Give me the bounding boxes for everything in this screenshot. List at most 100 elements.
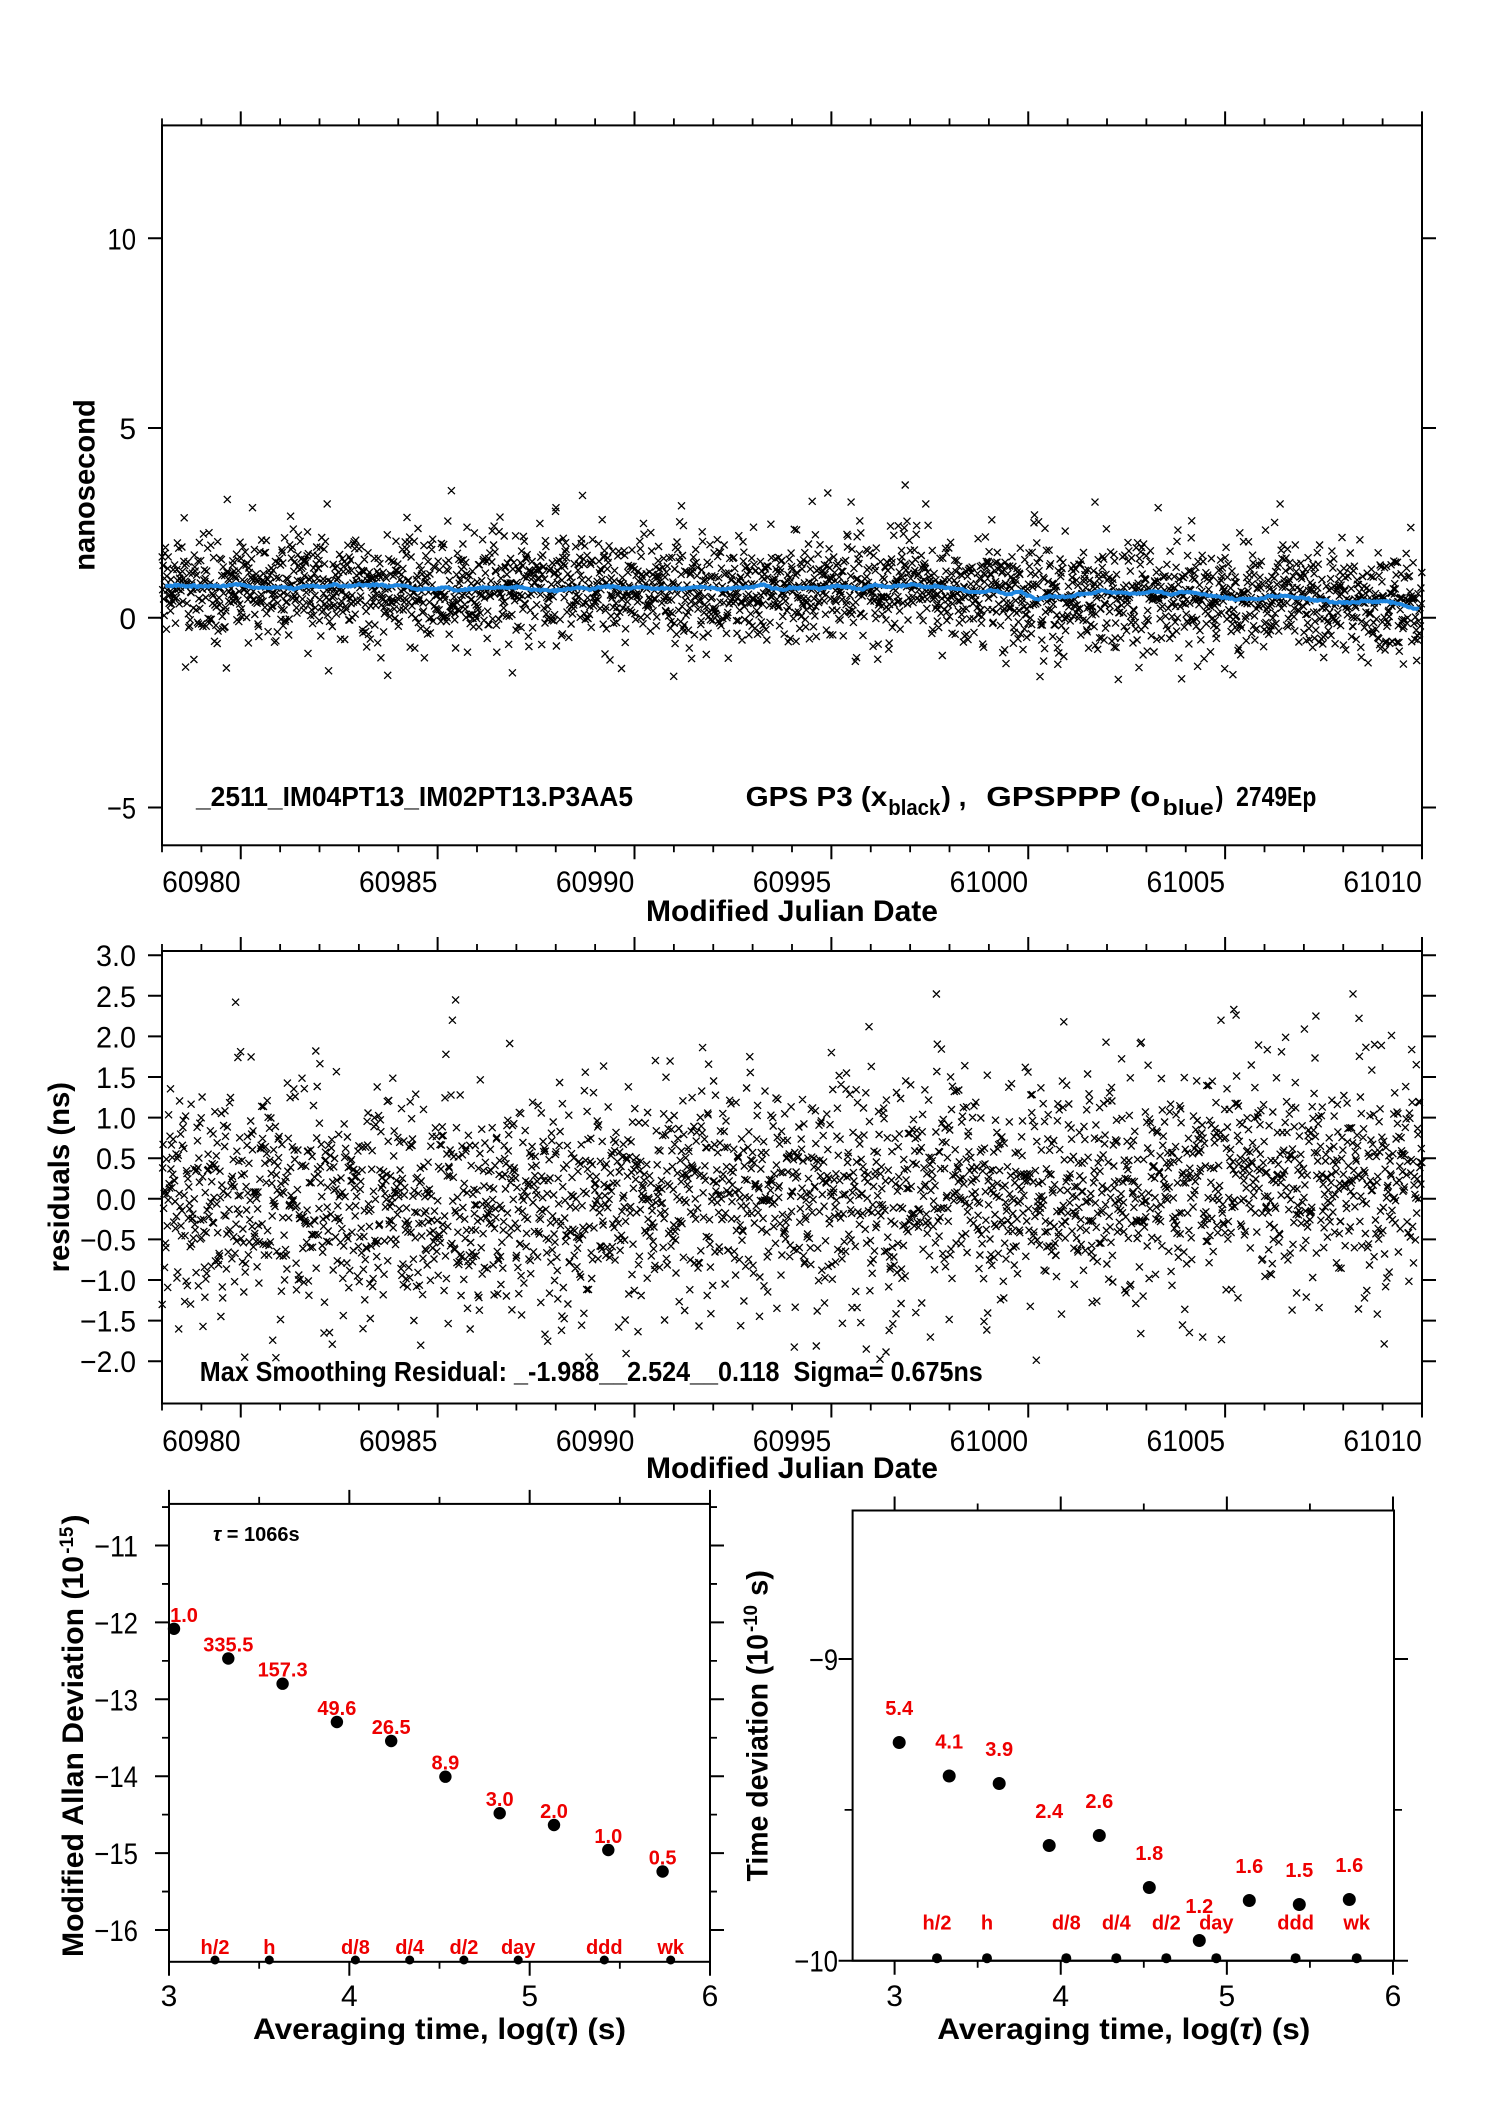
svg-text:335.5: 335.5: [203, 1635, 253, 1657]
svg-text:Modified Julian Date: Modified Julian Date: [646, 895, 938, 928]
svg-text:GPS P3 (x: GPS P3 (x: [746, 781, 888, 812]
svg-text:black: black: [888, 795, 941, 820]
svg-text:3: 3: [886, 1980, 903, 2013]
svg-text:4: 4: [1052, 1980, 1069, 2013]
svg-text:d/2: d/2: [1152, 1913, 1181, 1935]
svg-text:−5: −5: [107, 793, 136, 826]
svg-text:4.1: 4.1: [935, 1732, 963, 1754]
svg-text:d/8: d/8: [341, 1937, 370, 1959]
svg-text:4: 4: [341, 1980, 358, 2013]
svg-text:day: day: [501, 1937, 536, 1959]
svg-text:d/4: d/4: [1102, 1913, 1132, 1935]
svg-text:−9: −9: [809, 1644, 838, 1677]
svg-text:s): s): [741, 1570, 774, 1604]
svg-text:−11: −11: [94, 1531, 138, 1564]
svg-text:_2511_IM04PT13_IM02PT13.P3AA5: _2511_IM04PT13_IM02PT13.P3AA5: [195, 781, 633, 812]
svg-text:blue: blue: [1163, 795, 1214, 820]
svg-text:60980: 60980: [162, 866, 241, 899]
svg-text:61010: 61010: [1343, 1425, 1422, 1458]
svg-text:−13: −13: [94, 1684, 138, 1717]
svg-text:Modified Julian Date: Modified Julian Date: [646, 1452, 938, 1485]
svg-text:3.0: 3.0: [96, 940, 136, 973]
svg-text:nanosecond: nanosecond: [69, 399, 102, 571]
svg-text:ddd: ddd: [586, 1937, 623, 1959]
svg-text:0.5: 0.5: [96, 1143, 136, 1176]
svg-text:60995: 60995: [753, 1425, 832, 1458]
svg-text:60980: 60980: [162, 1425, 241, 1458]
svg-text:1.0: 1.0: [170, 1605, 198, 1627]
svg-text:157.3: 157.3: [258, 1660, 308, 1682]
svg-text:-15: -15: [57, 1526, 78, 1553]
svg-text:49.6: 49.6: [317, 1698, 356, 1720]
svg-text:61000: 61000: [950, 1425, 1029, 1458]
svg-text:60995: 60995: [753, 866, 832, 899]
svg-text:61010: 61010: [1343, 866, 1422, 899]
svg-text:h/2: h/2: [201, 1937, 230, 1959]
svg-text:3.0: 3.0: [486, 1789, 514, 1811]
svg-text:1.2: 1.2: [1185, 1896, 1213, 1918]
svg-text:1.6: 1.6: [1235, 1856, 1263, 1878]
svg-text:d/8: d/8: [1052, 1913, 1081, 1935]
svg-text:60985: 60985: [359, 866, 438, 899]
svg-text:GPSPPP (o: GPSPPP (o: [986, 781, 1160, 812]
svg-text:26.5: 26.5: [372, 1717, 411, 1739]
svg-text:) 2749Ep: ) 2749Ep: [1216, 781, 1317, 812]
svg-text:) ,: ) ,: [942, 781, 967, 812]
svg-text:1.0: 1.0: [594, 1826, 622, 1848]
svg-text:Time deviation (10: Time deviation (10: [741, 1634, 774, 1882]
svg-text:2.0: 2.0: [540, 1801, 568, 1823]
svg-text:10: 10: [107, 223, 136, 256]
svg-text:0.5: 0.5: [649, 1848, 677, 1870]
svg-text:−12: −12: [94, 1607, 138, 1640]
svg-text:5.4: 5.4: [885, 1698, 914, 1720]
svg-text:−16: −16: [94, 1915, 138, 1948]
svg-text:2.0: 2.0: [96, 1021, 136, 1054]
svg-text:0.0: 0.0: [96, 1184, 136, 1217]
svg-text:−10: −10: [794, 1946, 838, 1979]
svg-text:2.5: 2.5: [96, 981, 136, 1014]
svg-text:61005: 61005: [1147, 1425, 1226, 1458]
svg-text:d/4: d/4: [395, 1937, 425, 1959]
svg-text:wk: wk: [656, 1937, 685, 1959]
svg-text:5: 5: [521, 1980, 538, 2013]
svg-text:3: 3: [161, 1980, 178, 2013]
svg-text:60990: 60990: [556, 1425, 635, 1458]
svg-text:Max Smoothing Residual: _-1.98: Max Smoothing Residual: _-1.988__2.524__…: [200, 1356, 983, 1387]
svg-text:h: h: [263, 1937, 275, 1959]
svg-text:h/2: h/2: [923, 1913, 952, 1935]
svg-text:Modified Allan Deviation (10: Modified Allan Deviation (10: [57, 1556, 90, 1957]
svg-text:6: 6: [1385, 1980, 1402, 2013]
svg-text:−2.0: −2.0: [80, 1346, 136, 1379]
svg-text:5: 5: [119, 413, 136, 446]
svg-text:−1.5: −1.5: [80, 1306, 136, 1339]
svg-text:wk: wk: [1342, 1913, 1371, 1935]
svg-text:1.8: 1.8: [1135, 1843, 1163, 1865]
svg-text:1.5: 1.5: [96, 1062, 136, 1095]
svg-text:6: 6: [702, 1980, 719, 2013]
svg-text:): ): [57, 1515, 90, 1525]
svg-text:Averaging time, log(τ) (s): Averaging time, log(τ) (s): [937, 2013, 1310, 2046]
svg-text:61000: 61000: [950, 866, 1029, 899]
svg-text:5: 5: [1219, 1980, 1236, 2013]
svg-text:60990: 60990: [556, 866, 635, 899]
svg-text:ddd: ddd: [1277, 1913, 1314, 1935]
svg-text:60985: 60985: [359, 1425, 438, 1458]
svg-text:3.9: 3.9: [985, 1739, 1013, 1761]
svg-text:−14: −14: [94, 1761, 138, 1794]
svg-text:day: day: [1199, 1913, 1234, 1935]
svg-text:h: h: [981, 1913, 993, 1935]
svg-text:d/2: d/2: [449, 1937, 478, 1959]
svg-text:−1.0: −1.0: [80, 1265, 136, 1298]
svg-text:1.0: 1.0: [96, 1103, 136, 1136]
svg-text:−15: −15: [94, 1838, 138, 1871]
svg-text:2.4: 2.4: [1035, 1801, 1064, 1823]
svg-text:1.5: 1.5: [1285, 1860, 1313, 1882]
svg-text:1.6: 1.6: [1335, 1855, 1363, 1877]
svg-text:Averaging time, log(τ) (s): Averaging time, log(τ) (s): [253, 2013, 626, 2046]
svg-text:8.9: 8.9: [431, 1753, 459, 1775]
svg-text:0: 0: [119, 603, 136, 636]
svg-text:residuals (ns): residuals (ns): [43, 1082, 76, 1272]
svg-text:61005: 61005: [1147, 866, 1226, 899]
svg-text:−0.5: −0.5: [80, 1224, 136, 1257]
svg-text:-10: -10: [741, 1605, 762, 1632]
